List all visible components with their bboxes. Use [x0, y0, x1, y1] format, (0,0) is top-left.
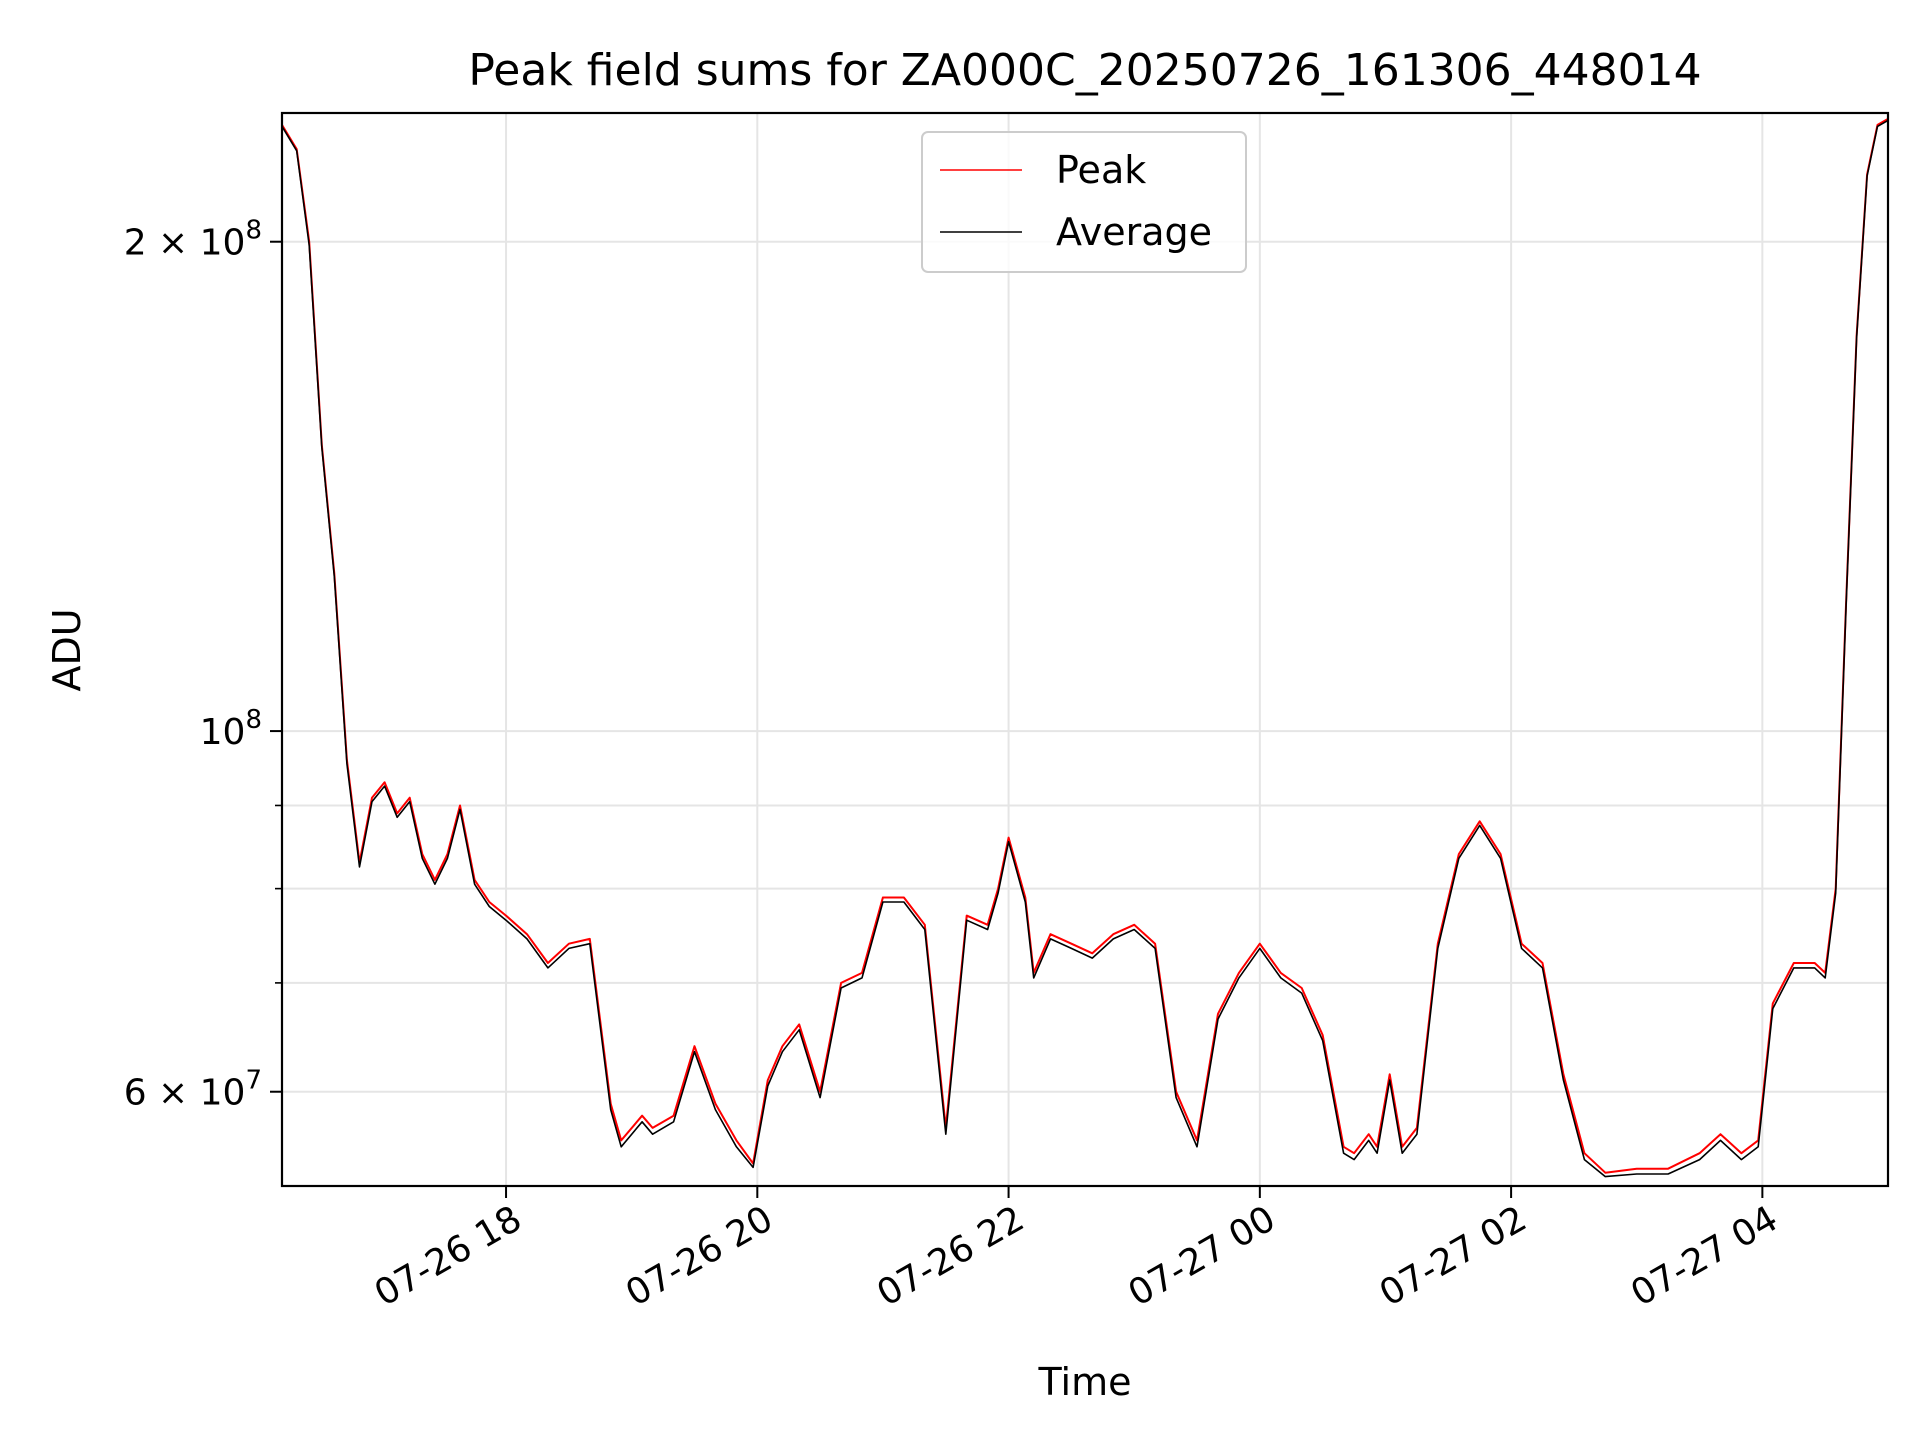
- y-axis-label: ADU: [45, 608, 89, 691]
- grid-layer: [282, 113, 1888, 1186]
- series-layer: [281, 118, 1889, 1178]
- chart-title: Peak field sums for ZA000C_20250726_1613…: [468, 45, 1701, 96]
- series-line-average: [281, 119, 1889, 1178]
- y-tick-label: 2 × 108: [124, 216, 262, 264]
- x-axis-label: Time: [1038, 1360, 1132, 1404]
- legend: Peak Average: [921, 131, 1247, 273]
- legend-label-peak: Peak: [1056, 148, 1146, 192]
- y-tick-label: 108: [200, 705, 262, 753]
- plot-area-frame: [280, 111, 1890, 1188]
- legend-frame: [921, 131, 1247, 273]
- legend-label-average: Average: [1056, 210, 1212, 254]
- y-tick-label: 6 × 107: [124, 1066, 262, 1114]
